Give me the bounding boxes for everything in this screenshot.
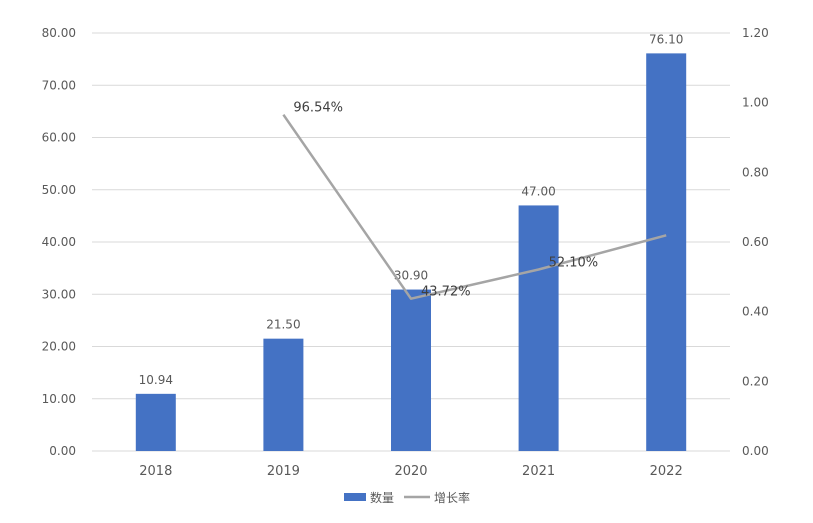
line-series [282,114,667,300]
bar [391,289,431,451]
legend-label: 数量 [370,490,394,505]
left-axis-tick-label: 10.00 [42,392,76,406]
right-axis-ticks: 0.00 0.20 0.40 0.60 0.80 1.00 1.20 [742,26,769,458]
growth-rate-line [282,114,667,300]
legend-swatch-bar [344,493,366,501]
bar-data-label: 21.50 [266,318,300,332]
bar [135,393,176,451]
bar-series [135,53,687,451]
right-axis-tick-label: 1.00 [742,96,769,110]
right-axis-tick-label: 1.20 [742,26,769,40]
left-axis-tick-label: 20.00 [42,340,76,354]
left-axis-tick-label: 70.00 [42,78,76,92]
right-axis-tick-label: 0.40 [742,305,769,319]
line-data-label: 52.10% [549,256,599,271]
bar-data-label: 30.90 [394,269,428,283]
gridlines [92,32,730,452]
line-data-label: 96.54% [293,101,343,116]
x-axis-tick-label: 2019 [267,464,300,479]
bar [518,205,559,451]
bar-data-label: 76.10 [649,32,683,46]
x-axis-tick-label: 2020 [394,464,427,479]
left-axis-tick-label: 80.00 [42,26,76,40]
right-axis-tick-label: 0.20 [742,374,769,388]
legend-label: 增长率 [434,490,470,505]
bar [263,338,304,451]
left-axis-tick-label: 0.00 [49,444,76,458]
left-axis-tick-label: 30.00 [42,287,76,301]
line-data-label: 43.72% [421,285,471,300]
left-axis-tick-label: 50.00 [42,183,76,197]
legend: 数量 增长率 [344,490,470,505]
left-axis-tick-label: 40.00 [42,235,76,249]
x-axis-tick-label: 2021 [522,464,555,479]
bar-data-labels: 10.94 21.50 30.90 47.00 76.10 [139,32,684,386]
x-axis-tick-label: 2022 [650,464,683,479]
bar-data-label: 47.00 [521,184,555,198]
x-axis-tick-label: 2018 [139,464,172,479]
line-data-labels: 96.54% 43.72% 52.10% [293,101,598,300]
bar [646,53,687,451]
left-axis-tick-label: 60.00 [42,131,76,145]
bar-data-label: 10.94 [139,373,173,387]
right-axis-tick-label: 0.80 [742,165,769,179]
right-axis-tick-label: 0.00 [742,444,769,458]
left-axis-ticks: 0.00 10.00 20.00 30.00 40.00 50.00 60.00 70.00 8… [42,26,76,458]
right-axis-tick-label: 0.60 [742,235,769,249]
x-axis-ticks: 2018 2019 2020 2021 2022 [139,464,682,479]
